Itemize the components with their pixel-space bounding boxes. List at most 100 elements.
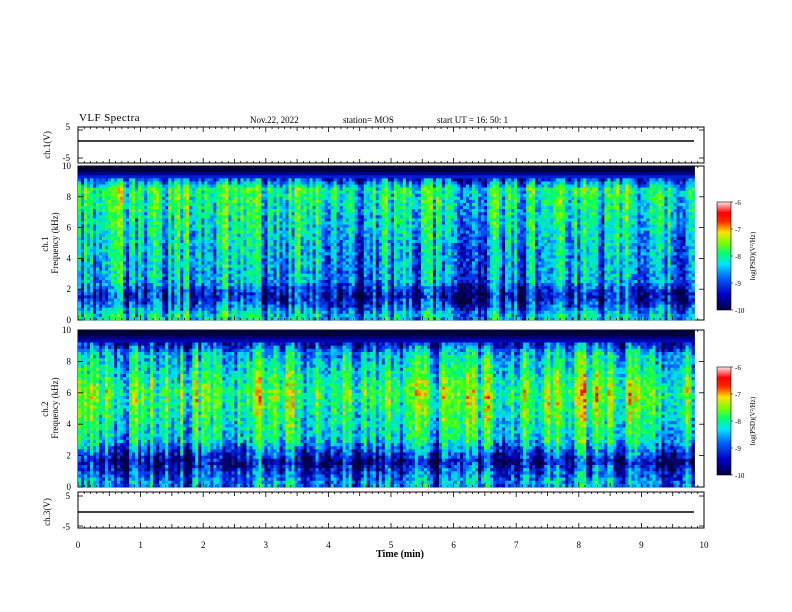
spectrogram-cell [364,237,367,240]
spectrogram-cell [255,175,258,178]
spectrogram-cell [132,197,135,200]
spectrogram-cell [228,243,231,246]
spectrogram-cell [210,218,213,221]
spectrogram-cell [210,172,213,175]
spectrogram-cell [165,172,168,175]
spectrogram-cell [364,200,367,203]
spectrogram-cell [153,271,156,274]
spectrogram-cell [316,188,319,191]
spectrogram-cell [114,218,117,221]
spectrogram-cell [258,289,261,292]
spectrogram-cell [204,317,207,320]
spectrogram-cell [243,215,246,218]
spectrogram-cell [352,206,355,209]
spectrogram-cell [280,221,283,224]
spectrogram-cell [102,298,105,301]
spectrogram-cell [177,215,180,218]
spectrogram-cell [337,237,340,240]
spectrogram-cell [81,314,84,317]
spectrogram-cell [174,258,177,261]
spectrogram-cell [340,283,343,286]
spectrogram-cell [123,289,126,292]
spectrogram-cell [186,178,189,181]
spectrogram-cell [180,228,183,231]
spectrogram-cell [96,231,99,234]
spectrogram-cell [271,314,274,317]
spectrogram-cell [322,265,325,268]
spectrogram-cell [180,209,183,212]
spectrogram-cell [361,265,364,268]
spectrogram-cell [286,305,289,308]
spectrogram-cell [138,221,141,224]
spectrogram-cell [126,243,129,246]
spectrogram-cell [102,317,105,320]
spectrogram-cell [105,252,108,255]
spectrogram-cell [337,169,340,172]
spectrogram-cell [165,277,168,280]
spectrogram-cell [84,188,87,191]
spectrogram-cell [87,221,90,224]
spectrogram-cell [156,261,159,264]
spectrogram-cell [216,200,219,203]
spectrogram-cell [180,221,183,224]
spectrogram-cell [258,249,261,252]
spectrogram-cell [78,308,81,311]
spectrogram-cell [159,308,162,311]
spectrogram-cell [204,228,207,231]
spectrogram-cell [183,258,186,261]
spectrogram-cell [225,225,228,228]
spectrogram-cell [90,200,93,203]
spectrogram-cell [207,240,210,243]
spectrogram-cell [231,172,234,175]
spectrogram-cell [240,258,243,261]
spectrogram-cell [234,314,237,317]
spectrogram-cell [150,277,153,280]
spectrogram-cell [129,172,132,175]
spectrogram-cell [316,172,319,175]
spectrogram-cell [156,184,159,187]
spectrogram-cell [249,203,252,206]
spectrogram-cell [231,274,234,277]
spectrogram-cell [96,314,99,317]
spectrogram-cell [105,277,108,280]
spectrogram-cell [358,268,361,271]
spectrogram-cell [129,228,132,231]
spectrogram-cell [111,317,114,320]
spectrogram-cell [286,191,289,194]
spectrogram-cell [340,286,343,289]
spectrogram-cell [201,274,204,277]
spectrogram-cell [349,194,352,197]
spectrogram-cell [283,194,286,197]
spectrogram-cell [228,274,231,277]
spectrogram-cell [213,228,216,231]
spectrogram-cell [192,308,195,311]
spectrogram-cell [147,225,150,228]
spectrogram-cell [99,258,102,261]
spectrogram-cell [222,218,225,221]
spectrogram-cell [111,271,114,274]
spectrogram-cell [274,277,277,280]
spectrogram-cell [189,308,192,311]
spectrogram-cell [358,305,361,308]
spectrogram-cell [340,237,343,240]
spectrogram-cell [307,265,310,268]
spectrogram-cell [334,271,337,274]
spectrogram-cell [147,175,150,178]
spectrogram-cell [96,188,99,191]
spectrogram-cell [186,314,189,317]
spectrogram-cell [261,175,264,178]
spectrogram-cell [249,280,252,283]
spectrogram-cell [183,249,186,252]
spectrogram-cell [87,215,90,218]
spectrogram-cell [81,184,84,187]
spectrogram-cell [337,231,340,234]
spectrogram-cell [334,178,337,181]
spectrogram-cell [198,172,201,175]
spectrogram-cell [322,169,325,172]
spectrogram-cell [307,240,310,243]
spectrogram-cell [114,302,117,305]
spectrogram-cell [240,218,243,221]
spectrogram-cell [364,225,367,228]
spectrogram-cell [84,258,87,261]
spectrogram-cell [301,221,304,224]
